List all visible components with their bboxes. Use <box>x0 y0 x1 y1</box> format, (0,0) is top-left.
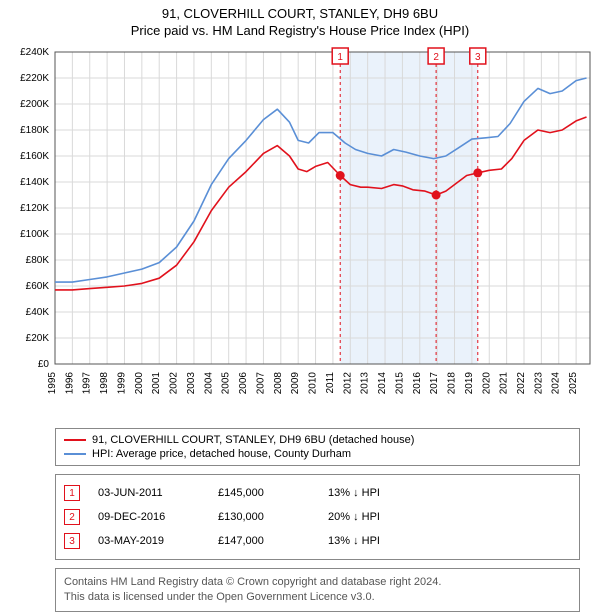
svg-text:2003: 2003 <box>186 372 197 395</box>
svg-text:£160K: £160K <box>20 151 49 162</box>
marker-badge: 3 <box>64 533 80 549</box>
chart-svg: £0 £20K £40K £60K £80K £100K £120K £140K £160K £1… <box>0 42 600 422</box>
legend-label: HPI: Average price, detached house, Coun… <box>92 448 351 460</box>
svg-text:2000: 2000 <box>134 372 145 395</box>
svg-text:£60K: £60K <box>26 281 50 292</box>
svg-text:£240K: £240K <box>20 47 49 58</box>
svg-text:2025: 2025 <box>568 372 579 395</box>
svg-text:2012: 2012 <box>342 372 353 395</box>
legend-item: 91, CLOVERHILL COURT, STANLEY, DH9 6BU (… <box>64 433 571 447</box>
marker-badge: 1 <box>64 485 80 501</box>
marker-row: 3 03-MAY-2019£147,00013% ↓ HPI <box>64 529 571 553</box>
markers-table: 103-JUN-2011£145,00013% ↓ HPI209-DEC-201… <box>55 474 580 560</box>
svg-text:2005: 2005 <box>221 372 232 395</box>
svg-text:£120K: £120K <box>20 203 49 214</box>
svg-text:2016: 2016 <box>412 372 423 395</box>
marker-date: 03-JUN-2011 <box>98 487 218 499</box>
svg-text:2019: 2019 <box>464 372 475 395</box>
svg-text:£220K: £220K <box>20 73 49 84</box>
marker-row: 2 09-DEC-2016£130,00020% ↓ HPI <box>64 505 571 529</box>
svg-text:2001: 2001 <box>151 372 162 395</box>
svg-text:2014: 2014 <box>377 372 388 395</box>
svg-text:2022: 2022 <box>516 372 527 395</box>
svg-text:2021: 2021 <box>499 372 510 395</box>
svg-text:£140K: £140K <box>20 177 49 188</box>
svg-text:2023: 2023 <box>533 372 544 395</box>
marker-delta: 13% ↓ HPI <box>328 535 380 547</box>
marker-price: £147,000 <box>218 535 328 547</box>
legend-label: 91, CLOVERHILL COURT, STANLEY, DH9 6BU (… <box>92 434 414 446</box>
svg-text:1996: 1996 <box>64 372 75 395</box>
svg-text:2024: 2024 <box>551 372 562 395</box>
svg-text:£0: £0 <box>38 359 50 370</box>
marker-badge: 2 <box>64 509 80 525</box>
chart-container: 91, CLOVERHILL COURT, STANLEY, DH9 6BU P… <box>0 0 600 612</box>
svg-text:£80K: £80K <box>26 255 50 266</box>
svg-text:2006: 2006 <box>238 372 249 395</box>
svg-text:3: 3 <box>475 52 481 63</box>
svg-text:2008: 2008 <box>273 372 284 395</box>
svg-text:£40K: £40K <box>26 307 50 318</box>
chart-area: £0 £20K £40K £60K £80K £100K £120K £140K £160K £1… <box>0 42 600 422</box>
license-line: This data is licensed under the Open Gov… <box>64 590 571 605</box>
marker-date: 09-DEC-2016 <box>98 511 218 523</box>
svg-text:2015: 2015 <box>394 372 405 395</box>
svg-text:2020: 2020 <box>481 372 492 395</box>
svg-text:1995: 1995 <box>47 372 58 395</box>
marker-row: 1 03-JUN-2011£145,00013% ↓ HPI <box>64 481 571 505</box>
title-block: 91, CLOVERHILL COURT, STANLEY, DH9 6BU P… <box>0 0 600 42</box>
legend-item: HPI: Average price, detached house, Coun… <box>64 447 571 461</box>
legend: 91, CLOVERHILL COURT, STANLEY, DH9 6BU (… <box>55 428 580 466</box>
svg-text:2017: 2017 <box>429 372 440 395</box>
svg-text:2: 2 <box>433 52 439 63</box>
svg-text:2013: 2013 <box>360 372 371 395</box>
svg-text:2010: 2010 <box>308 372 319 395</box>
marker-delta: 20% ↓ HPI <box>328 511 380 523</box>
svg-text:1999: 1999 <box>116 372 127 395</box>
marker-date: 03-MAY-2019 <box>98 535 218 547</box>
svg-text:£20K: £20K <box>26 333 50 344</box>
svg-text:2004: 2004 <box>203 372 214 395</box>
svg-text:2018: 2018 <box>447 372 458 395</box>
svg-text:1998: 1998 <box>99 372 110 395</box>
svg-text:£200K: £200K <box>20 99 49 110</box>
svg-text:2007: 2007 <box>255 372 266 395</box>
license-line: Contains HM Land Registry data © Crown c… <box>64 575 571 590</box>
svg-text:1997: 1997 <box>82 372 93 395</box>
marker-delta: 13% ↓ HPI <box>328 487 380 499</box>
title-line-1: 91, CLOVERHILL COURT, STANLEY, DH9 6BU <box>0 6 600 21</box>
legend-swatch <box>64 439 86 441</box>
svg-text:2002: 2002 <box>169 372 180 395</box>
svg-text:£180K: £180K <box>20 125 49 136</box>
marker-price: £130,000 <box>218 511 328 523</box>
svg-text:2011: 2011 <box>325 372 336 394</box>
legend-swatch <box>64 453 86 455</box>
svg-text:£100K: £100K <box>20 229 49 240</box>
svg-text:2009: 2009 <box>290 372 301 395</box>
marker-price: £145,000 <box>218 487 328 499</box>
title-line-2: Price paid vs. HM Land Registry's House … <box>0 23 600 38</box>
svg-text:1: 1 <box>337 52 343 63</box>
